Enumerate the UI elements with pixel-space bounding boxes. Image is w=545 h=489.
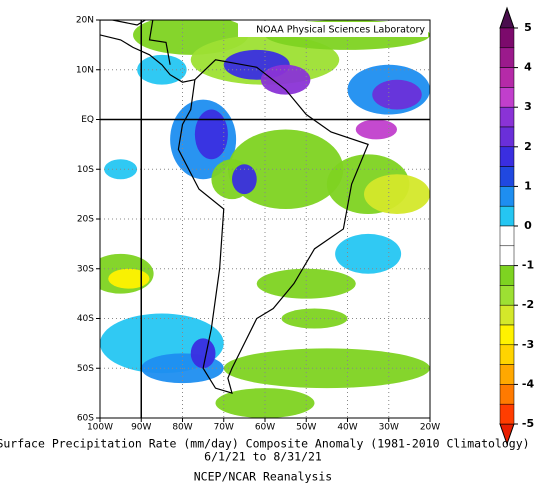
map-frame (99, 19, 431, 419)
anomaly-region (232, 164, 257, 195)
colorbar-bin (499, 344, 515, 365)
coastline (100, 34, 195, 83)
colorbar-label: 4 (524, 61, 532, 74)
colorbar-over (499, 6, 515, 29)
colorbar-label: -3 (522, 338, 534, 351)
anomaly-region (260, 64, 311, 95)
anomaly-region (335, 233, 402, 274)
coastline (177, 59, 369, 395)
lat-label: 10N (76, 65, 94, 75)
colorbar-bin (499, 87, 515, 108)
colorbar-bin (499, 384, 515, 405)
lat-label: EQ (81, 115, 94, 125)
lon-label: 50W (296, 423, 316, 433)
colorbar-bin (499, 285, 515, 306)
lat-label: 50S (77, 364, 94, 374)
lon-label: 80W (172, 423, 192, 433)
colorbar-bin (499, 265, 515, 286)
lon-label: 100W (87, 423, 113, 433)
colorbar-label: -5 (522, 417, 534, 430)
colorbar-bin (499, 304, 515, 326)
anomaly-region (108, 268, 150, 289)
colorbar-bin (499, 324, 515, 346)
colorbar-label: -1 (522, 259, 534, 272)
anomaly-region (190, 338, 216, 369)
colorbar-label: -4 (522, 377, 535, 390)
anomaly-region (227, 129, 344, 210)
anomaly-region (372, 79, 422, 110)
colorbar-label: 3 (524, 100, 532, 113)
lat-label: 20N (76, 16, 94, 26)
anomaly-region (256, 268, 356, 299)
colorbar-bin (499, 146, 515, 167)
lon-label: 20W (420, 423, 440, 433)
lon-label: 70W (214, 423, 234, 433)
colorbar-bin (499, 205, 515, 227)
map-title: Surface Precipitation Rate (mm/day) Comp… (0, 437, 530, 451)
anomaly-region (355, 119, 397, 140)
colorbar-bin (499, 225, 515, 247)
colorbar-label: 1 (524, 179, 532, 192)
colorbar-bin (499, 27, 515, 49)
colorbar-label: 0 (524, 219, 532, 232)
data-source: NCEP/NCAR Reanalysis (194, 470, 332, 484)
coastline (100, 20, 171, 65)
lat-label: 40S (77, 314, 94, 324)
lon-label: 90W (131, 423, 151, 433)
attribution: NOAA Physical Sciences Laboratory (256, 25, 425, 36)
colorbar-bin (499, 166, 515, 187)
colorbar-label: -2 (522, 298, 534, 311)
lon-label: 60W (255, 423, 275, 433)
anomaly-region (281, 308, 348, 329)
anomaly-field (100, 20, 430, 418)
coastlines (100, 20, 369, 395)
graticule: 100W 90W 80W 70W 60W 50W 40W 30W 20W 20N 10N EQ 10S 2… (76, 16, 440, 433)
anomaly-region (364, 174, 430, 215)
anomaly-region (223, 348, 430, 389)
lon-label: 30W (379, 423, 399, 433)
colorbar: 5 4 3 2 1 0 -1 -2 -3 -4 -5 (499, 6, 535, 446)
colorbar-label: 2 (524, 140, 532, 153)
lon-label: 40W (337, 423, 357, 433)
colorbar-bin (499, 186, 515, 207)
lat-label: 60S (77, 414, 94, 424)
colorbar-bin (499, 106, 515, 128)
lat-label: 10S (77, 165, 94, 175)
lat-label: 20S (77, 215, 94, 225)
colorbar-bin (499, 364, 515, 385)
coastline (206, 20, 208, 21)
date-range: 6/1/21 to 8/31/21 (204, 450, 322, 464)
anomaly-region (194, 109, 228, 160)
colorbar-label: 5 (524, 21, 532, 34)
colorbar-bin (499, 126, 515, 148)
colorbar-bin (499, 245, 515, 266)
colorbar-bin (499, 67, 515, 88)
colorbar-bin (499, 403, 515, 425)
lat-label: 30S (77, 264, 94, 274)
anomaly-region (215, 388, 315, 418)
attribution-box (238, 22, 428, 37)
colorbar-bin (499, 47, 515, 68)
